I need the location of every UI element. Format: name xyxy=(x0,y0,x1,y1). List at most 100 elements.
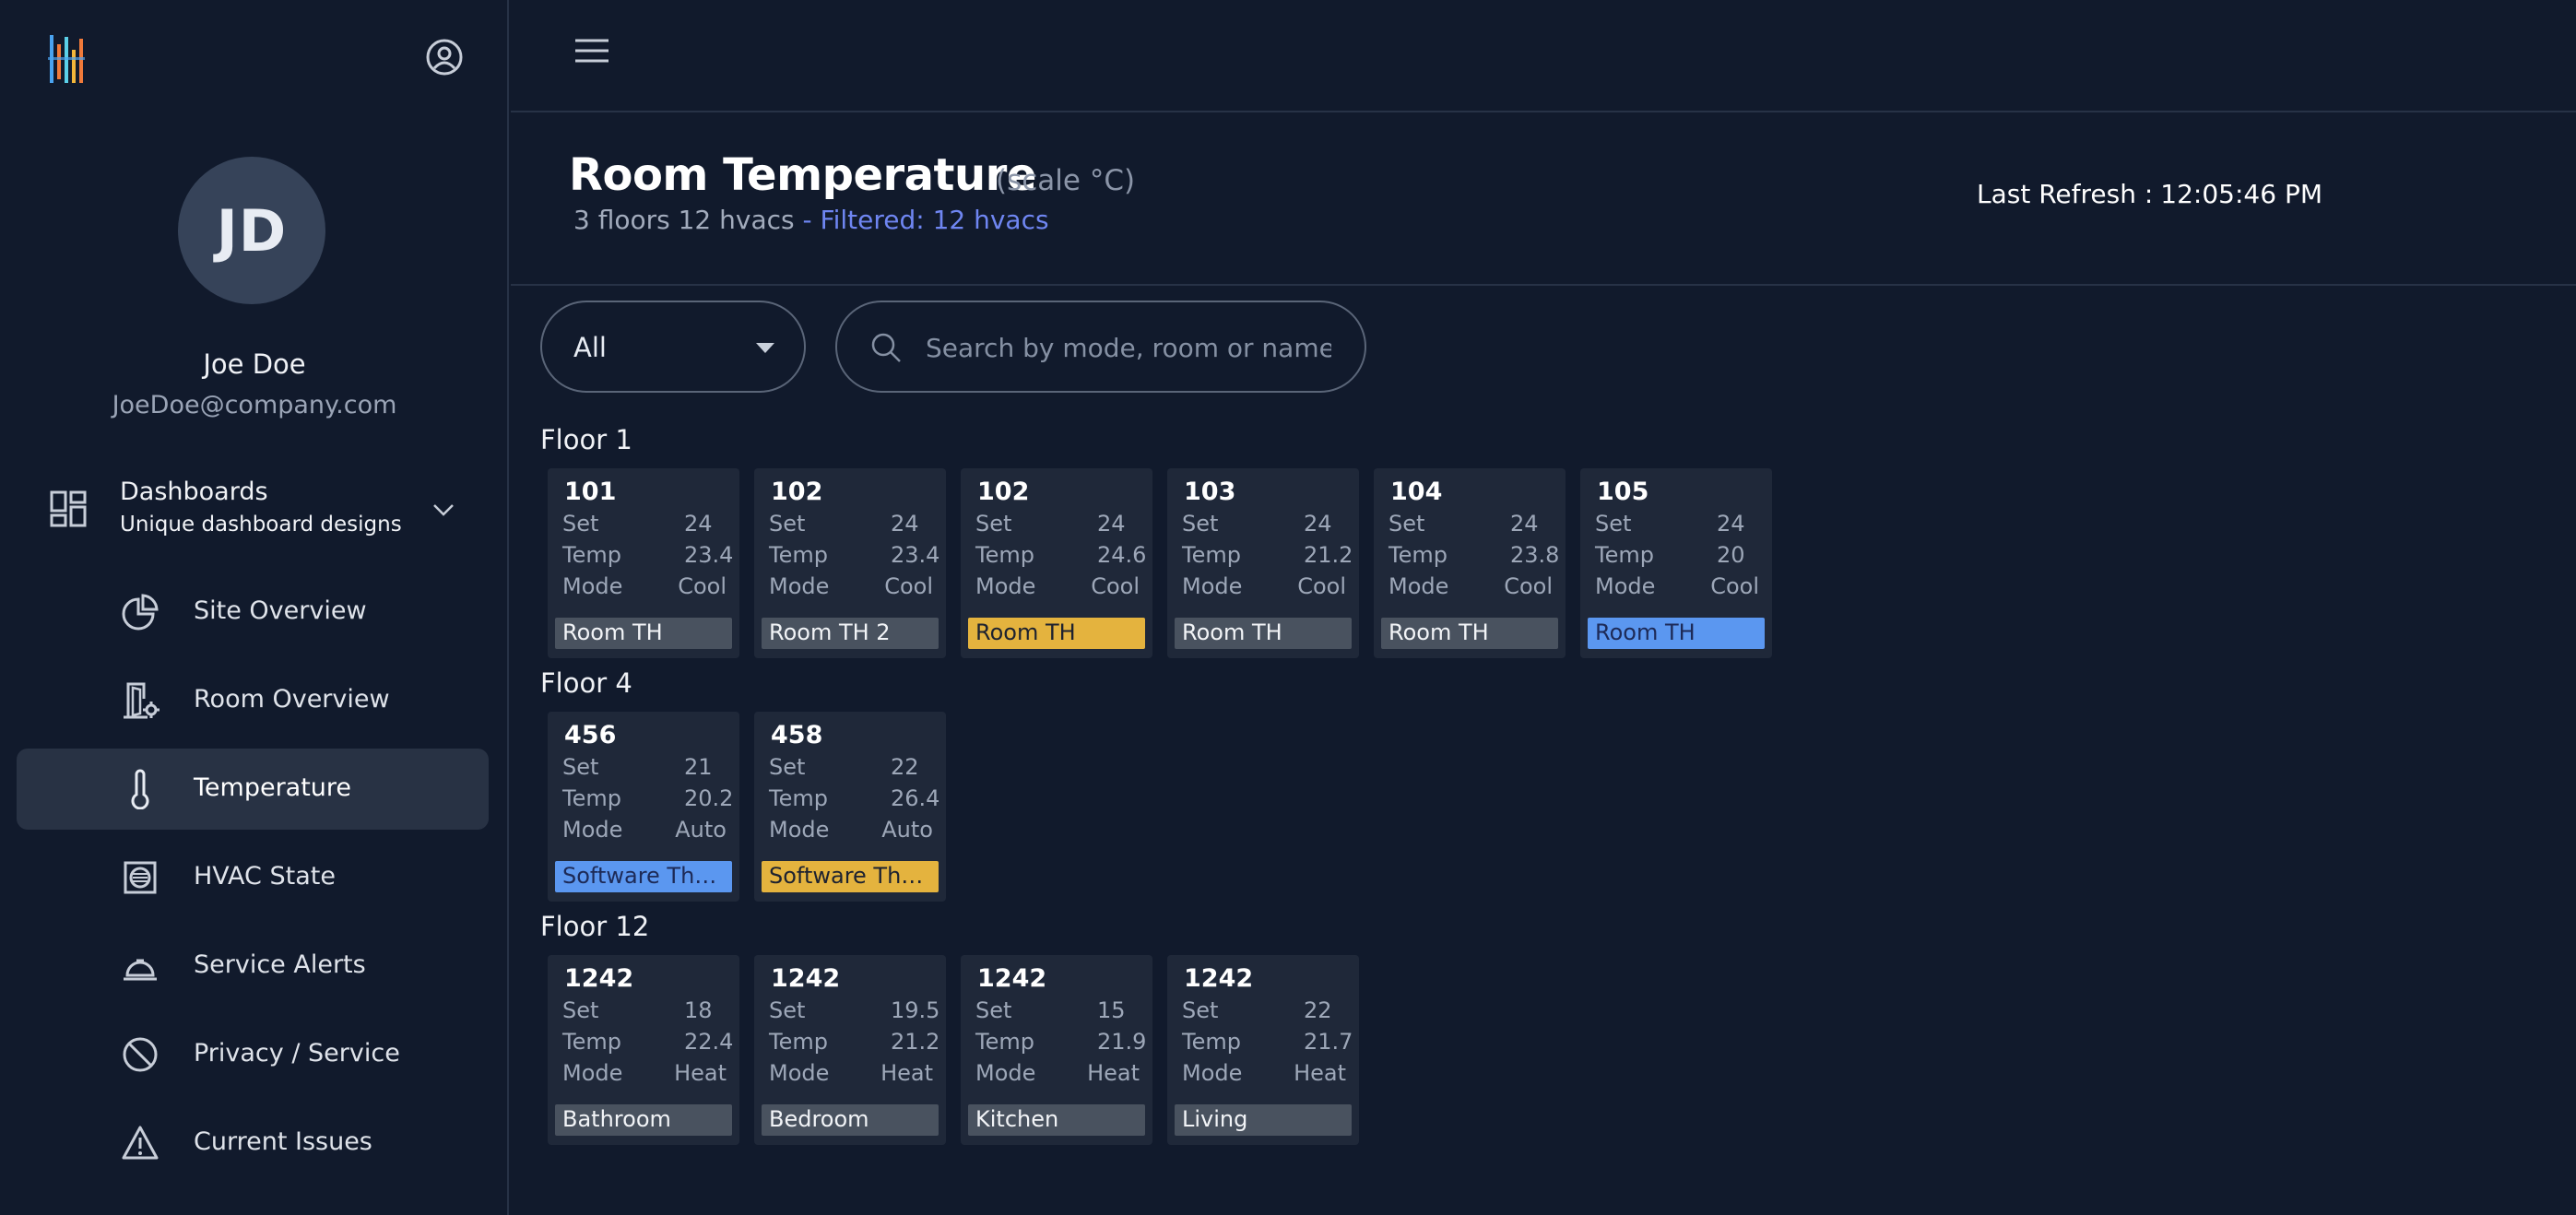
hvac-card[interactable]: 456 Set 21 Temp 20.2 Mode Auto Software Ther... xyxy=(548,712,739,902)
temp-value: 21.2 xyxy=(1304,542,1353,568)
user-account-icon[interactable] xyxy=(424,37,465,77)
hvac-card[interactable]: 1242 Set 22 Temp 21.7 Mode Heat Living xyxy=(1167,955,1359,1145)
set-label: Set xyxy=(769,511,806,537)
temp-label: Temp xyxy=(562,542,621,568)
temp-label: Temp xyxy=(769,785,828,811)
room-number: 458 xyxy=(771,721,823,749)
set-row: Set 24 xyxy=(562,511,727,542)
sidebar-item-current-issues[interactable]: Current Issues xyxy=(17,1103,489,1184)
set-row: Set 24 xyxy=(1182,511,1346,542)
device-tag: Room TH xyxy=(1381,618,1558,649)
sidebar-item-temperature[interactable]: Temperature xyxy=(17,749,489,830)
temp-value: 22.4 xyxy=(684,1029,734,1055)
set-label: Set xyxy=(769,754,806,780)
mode-label: Mode xyxy=(562,817,623,843)
hvac-card[interactable]: 105 Set 24 Temp 20 Mode Cool Room TH xyxy=(1580,468,1772,658)
mode-value: Heat xyxy=(1087,1060,1140,1086)
set-value: 24 xyxy=(1304,511,1332,537)
set-value: 24 xyxy=(1510,511,1539,537)
mode-value: Cool xyxy=(1710,573,1759,599)
mode-label: Mode xyxy=(1388,573,1449,599)
hvac-card[interactable]: 104 Set 24 Temp 23.8 Mode Cool Room TH xyxy=(1374,468,1566,658)
last-refresh: Last Refresh :12:05:46 PM xyxy=(1977,179,2322,209)
thermometer-icon xyxy=(131,769,149,809)
hvac-card[interactable]: 102 Set 24 Temp 23.4 Mode Cool Room TH 2 xyxy=(754,468,946,658)
set-row: Set 18 xyxy=(562,997,727,1029)
device-tag: Room TH xyxy=(1175,618,1352,649)
room-number: 104 xyxy=(1390,478,1443,506)
device-tag: Bathroom xyxy=(555,1104,732,1136)
set-value: 22 xyxy=(891,754,919,780)
hamburger-menu-icon[interactable] xyxy=(572,35,612,66)
temp-row: Temp 21.7 xyxy=(1182,1029,1353,1060)
mode-row: Mode Heat xyxy=(975,1060,1140,1091)
mode-row: Mode Cool xyxy=(1388,573,1553,605)
set-label: Set xyxy=(562,997,599,1023)
set-label: Set xyxy=(1182,511,1219,537)
set-row: Set 22 xyxy=(769,754,933,785)
dashboards-title: Dashboards xyxy=(120,478,268,506)
hvac-card[interactable]: 1242 Set 18 Temp 22.4 Mode Heat Bathroom xyxy=(548,955,739,1145)
mode-value: Cool xyxy=(1504,573,1553,599)
sidebar-item-privacy-service[interactable]: Privacy / Service xyxy=(17,1014,489,1095)
page-title: Room Temperature xyxy=(569,149,1036,201)
dashboards-group[interactable]: Dashboards Unique dashboard designs xyxy=(0,468,509,551)
set-row: Set 15 xyxy=(975,997,1140,1029)
sidebar-item-service-alerts[interactable]: Service Alerts xyxy=(17,926,489,1007)
prohibited-icon xyxy=(123,1037,158,1072)
search-box[interactable] xyxy=(835,301,1366,393)
room-number: 1242 xyxy=(771,964,841,993)
mode-value: Cool xyxy=(1297,573,1346,599)
set-row: Set 24 xyxy=(975,511,1140,542)
temp-row: Temp 26.4 xyxy=(769,785,939,817)
search-icon xyxy=(871,333,901,362)
mode-value: Heat xyxy=(674,1060,727,1086)
temp-row: Temp 21.2 xyxy=(769,1029,939,1060)
device-tag: Room TH xyxy=(555,618,732,649)
set-value: 24 xyxy=(684,511,713,537)
temp-row: Temp 20.2 xyxy=(562,785,733,817)
sidebar-item-hvac-state[interactable]: HVAC State xyxy=(17,837,489,918)
hvac-card[interactable]: 102 Set 24 Temp 24.6 Mode Cool Room TH xyxy=(961,468,1152,658)
mode-filter-select[interactable]: All xyxy=(540,301,806,393)
hvac-card[interactable]: 458 Set 22 Temp 26.4 Mode Auto Software Ther... xyxy=(754,712,946,902)
avatar[interactable]: JD xyxy=(178,157,325,304)
pie-chart-icon xyxy=(122,594,159,631)
temp-row: Temp 24.6 xyxy=(975,542,1146,573)
temp-value: 23.8 xyxy=(1510,542,1560,568)
temp-label: Temp xyxy=(1388,542,1448,568)
mode-label: Mode xyxy=(769,1060,830,1086)
mode-row: Mode Heat xyxy=(1182,1060,1346,1091)
mode-label: Mode xyxy=(769,817,830,843)
hvac-card[interactable]: 1242 Set 19.5 Temp 21.2 Mode Heat Bedroom xyxy=(754,955,946,1145)
sidebar-item-site-overview[interactable]: Site Overview xyxy=(17,572,489,653)
mode-label: Mode xyxy=(769,573,830,599)
set-row: Set 24 xyxy=(1388,511,1553,542)
device-tag: Living xyxy=(1175,1104,1352,1136)
refresh-label: Last Refresh : xyxy=(1977,179,2154,209)
caret-down-icon xyxy=(756,343,774,353)
set-row: Set 24 xyxy=(1595,511,1759,542)
app-logo-icon[interactable] xyxy=(48,33,89,87)
temp-value: 20.2 xyxy=(684,785,734,811)
hvac-card[interactable]: 1242 Set 15 Temp 21.9 Mode Heat Kitchen xyxy=(961,955,1152,1145)
temp-row: Temp 20 xyxy=(1595,542,1759,573)
set-row: Set 19.5 xyxy=(769,997,939,1029)
device-tag: Software Ther... xyxy=(555,861,732,892)
sidebar-item-label: Service Alerts xyxy=(194,950,366,979)
temp-row: Temp 21.2 xyxy=(1182,542,1353,573)
temp-value: 21.2 xyxy=(891,1029,940,1055)
mode-value: Heat xyxy=(880,1060,933,1086)
sidebar-item-room-overview[interactable]: Room Overview xyxy=(17,660,489,741)
select-value: All xyxy=(573,332,607,363)
temp-value: 20 xyxy=(1717,542,1745,568)
chevron-down-icon[interactable] xyxy=(430,496,457,524)
mode-label: Mode xyxy=(1595,573,1656,599)
set-value: 19.5 xyxy=(891,997,940,1023)
hvac-card[interactable]: 103 Set 24 Temp 21.2 Mode Cool Room TH xyxy=(1167,468,1359,658)
set-label: Set xyxy=(1182,997,1219,1023)
hvac-card[interactable]: 101 Set 24 Temp 23.4 Mode Cool Room TH xyxy=(548,468,739,658)
search-input[interactable] xyxy=(926,324,1331,371)
user-email: JoeDoe@company.com xyxy=(112,391,397,419)
set-label: Set xyxy=(1388,511,1425,537)
